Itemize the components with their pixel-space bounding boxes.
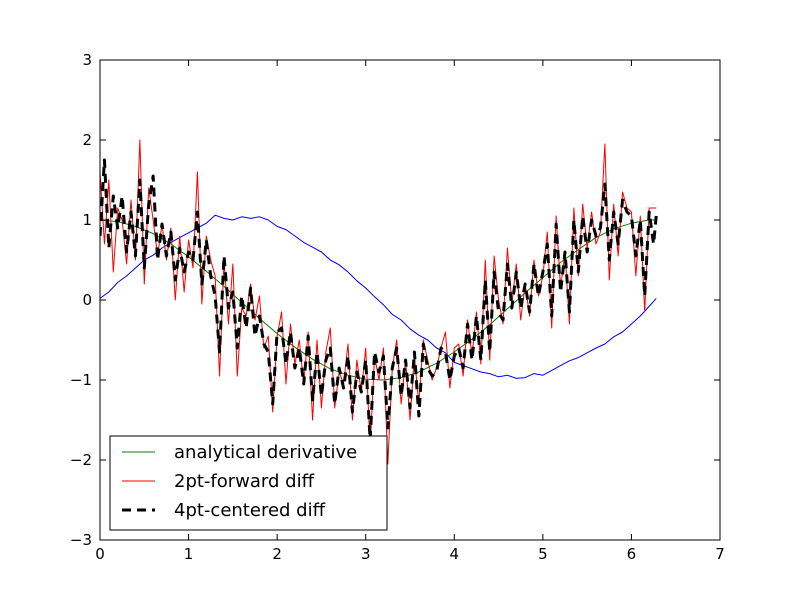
y-tick-label: −3 [70, 531, 92, 549]
x-tick-label: 2 [272, 545, 282, 563]
x-tick-label: 6 [627, 545, 637, 563]
series-line-signal [100, 214, 657, 379]
tick-layer: 0 1 2 3 4 5 6 7 −3 −2 −1 0 1 2 3 [70, 51, 725, 563]
x-tick-label: 4 [450, 545, 460, 563]
y-tick-label: 0 [82, 291, 92, 309]
y-tick-label: 1 [82, 211, 92, 229]
legend-label-analytical: analytical derivative [174, 442, 357, 463]
y-tick-label: −2 [70, 451, 92, 469]
x-tick-label: 7 [715, 545, 725, 563]
series-line-centered [100, 158, 658, 442]
y-tick-label: −1 [70, 371, 92, 389]
series-layer [100, 139, 658, 465]
legend: analytical derivative 2pt-forward diff 4pt… [109, 435, 388, 531]
legend-label-forward: 2pt-forward diff [174, 471, 315, 492]
y-tick-label: 3 [82, 51, 92, 69]
legend-label-centered: 4pt-centered diff [174, 500, 326, 521]
x-tick-label: 5 [538, 545, 548, 563]
legend-box [109, 435, 388, 531]
y-tick-label: 2 [82, 131, 92, 149]
x-tick-label: 3 [361, 545, 371, 563]
x-tick-label: 0 [95, 545, 105, 563]
x-tick-label: 1 [184, 545, 194, 563]
